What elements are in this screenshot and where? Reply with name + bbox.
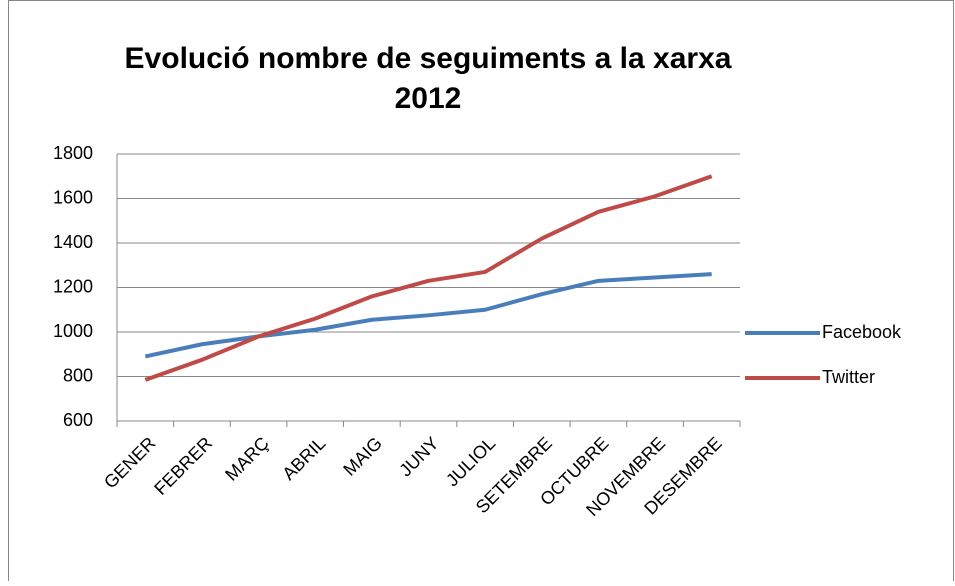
y-tick-label: 1600	[53, 187, 93, 207]
line-series	[144, 174, 713, 382]
y-tick-label: 600	[63, 410, 93, 430]
line-series	[144, 272, 712, 359]
y-tick-label: 1800	[53, 143, 93, 163]
chart-title: Evolució nombre de seguiments a la xarxa…	[125, 42, 732, 115]
legend-label: Twitter	[822, 367, 875, 387]
y-tick-label: 800	[63, 365, 93, 385]
legend-label: Facebook	[822, 322, 902, 342]
y-tick-label: 1200	[53, 276, 93, 296]
chart-frame	[8, 0, 954, 586]
y-tick-label: 1000	[53, 321, 93, 341]
y-tick-label: 1400	[53, 232, 93, 252]
